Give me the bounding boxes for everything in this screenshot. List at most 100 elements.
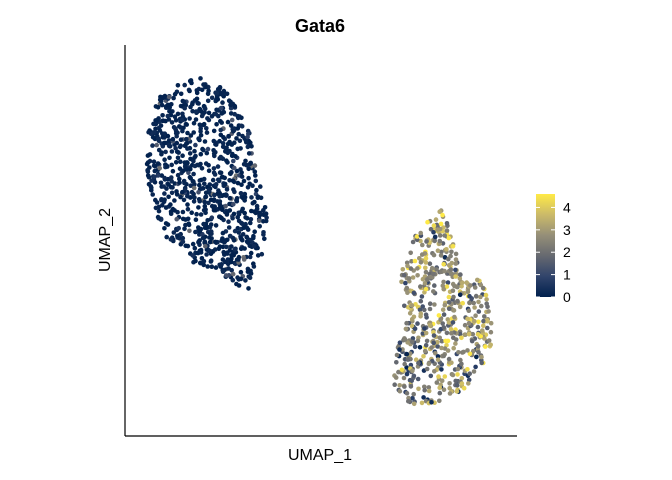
data-point-left-cluster: [222, 240, 227, 245]
data-point-left-cluster: [201, 176, 207, 182]
data-point-right-cluster: [474, 354, 479, 360]
data-point-right-cluster: [451, 345, 457, 351]
data-point-left-cluster: [245, 227, 251, 232]
data-point-right-cluster: [472, 305, 477, 310]
data-point-left-cluster: [184, 136, 189, 142]
data-point-right-cluster: [441, 312, 447, 317]
data-point-left-cluster: [212, 247, 218, 252]
data-point-right-cluster: [448, 253, 453, 259]
data-point-left-cluster: [231, 187, 236, 192]
data-point-left-cluster: [191, 158, 196, 164]
data-point-right-cluster: [454, 383, 460, 388]
data-point-right-cluster: [420, 242, 425, 248]
data-point-left-cluster: [248, 220, 253, 226]
data-point-left-cluster: [191, 199, 197, 204]
data-point-left-cluster: [162, 131, 168, 136]
data-point-left-cluster: [198, 76, 203, 81]
data-point-left-cluster: [198, 151, 204, 157]
data-point-right-cluster: [457, 276, 463, 281]
data-point-right-cluster: [410, 395, 415, 401]
data-point-left-cluster: [251, 243, 257, 249]
data-point-right-cluster: [440, 321, 446, 326]
data-point-right-cluster: [450, 372, 456, 378]
data-point-right-cluster: [404, 371, 410, 377]
data-point-right-cluster: [409, 303, 415, 308]
data-point-left-cluster: [186, 221, 191, 226]
data-point-right-cluster: [450, 244, 456, 249]
data-point-left-cluster: [212, 172, 218, 177]
data-point-left-cluster: [208, 258, 214, 264]
data-point-left-cluster: [263, 218, 269, 224]
data-point-left-cluster: [211, 166, 217, 171]
data-point-right-cluster: [481, 323, 486, 329]
data-point-right-cluster: [445, 348, 451, 353]
data-point-right-cluster: [437, 233, 443, 238]
data-point-right-cluster: [439, 338, 445, 344]
data-point-left-cluster: [248, 250, 254, 256]
data-point-right-cluster: [438, 221, 444, 227]
data-point-left-cluster: [252, 229, 257, 234]
data-point-right-cluster: [446, 356, 452, 362]
data-point-left-cluster: [177, 180, 182, 185]
data-point-left-cluster: [218, 154, 224, 160]
data-point-left-cluster: [227, 208, 233, 213]
data-point-left-cluster: [202, 139, 208, 144]
data-point-right-cluster: [461, 349, 466, 355]
data-point-right-cluster: [422, 384, 427, 390]
data-point-left-cluster: [175, 233, 180, 239]
data-point-left-cluster: [218, 170, 224, 176]
data-point-left-cluster: [182, 105, 187, 111]
data-point-left-cluster: [168, 211, 174, 216]
data-point-left-cluster: [230, 178, 236, 184]
data-point-left-cluster: [182, 226, 187, 232]
data-point-left-cluster: [235, 215, 240, 220]
data-point-left-cluster: [199, 113, 205, 119]
data-point-left-cluster: [144, 161, 150, 167]
data-point-left-cluster: [168, 109, 174, 114]
data-point-left-cluster: [226, 134, 231, 139]
data-point-left-cluster: [177, 166, 183, 171]
data-point-left-cluster: [239, 170, 244, 175]
data-point-left-cluster: [158, 180, 164, 186]
data-point-right-cluster: [467, 293, 472, 299]
data-point-left-cluster: [198, 129, 203, 134]
data-point-right-cluster: [405, 263, 410, 269]
data-point-left-cluster: [183, 243, 188, 249]
data-point-left-cluster: [178, 137, 184, 142]
data-point-right-cluster: [423, 260, 429, 265]
data-point-left-cluster: [175, 83, 181, 88]
data-point-left-cluster: [264, 215, 269, 220]
data-point-right-cluster: [423, 269, 429, 275]
data-point-left-cluster: [236, 218, 242, 224]
data-point-left-cluster: [166, 117, 172, 122]
data-point-left-cluster: [225, 237, 230, 243]
data-point-left-cluster: [249, 195, 254, 200]
data-point-left-cluster: [227, 248, 233, 253]
data-point-right-cluster: [446, 306, 452, 312]
data-point-left-cluster: [239, 123, 244, 129]
data-point-right-cluster: [410, 336, 416, 341]
data-point-right-cluster: [475, 277, 480, 283]
data-point-right-cluster: [439, 345, 444, 351]
data-point-left-cluster: [184, 141, 189, 147]
data-point-left-cluster: [163, 149, 168, 155]
data-point-right-cluster: [483, 292, 489, 298]
data-point-right-cluster: [485, 319, 490, 324]
data-point-left-cluster: [145, 167, 150, 173]
data-point-right-cluster: [480, 285, 486, 291]
data-point-right-cluster: [394, 352, 400, 358]
data-point-left-cluster: [201, 221, 206, 227]
data-point-left-cluster: [157, 165, 162, 171]
data-point-right-cluster: [435, 224, 440, 229]
data-point-left-cluster: [202, 199, 207, 205]
data-point-left-cluster: [199, 255, 205, 261]
data-point-left-cluster: [235, 126, 241, 131]
data-point-right-cluster: [450, 288, 456, 294]
data-point-left-cluster: [238, 269, 244, 275]
data-point-left-cluster: [188, 104, 193, 110]
data-point-right-cluster: [467, 300, 472, 306]
data-point-left-cluster: [152, 174, 157, 180]
data-point-left-cluster: [170, 136, 176, 142]
